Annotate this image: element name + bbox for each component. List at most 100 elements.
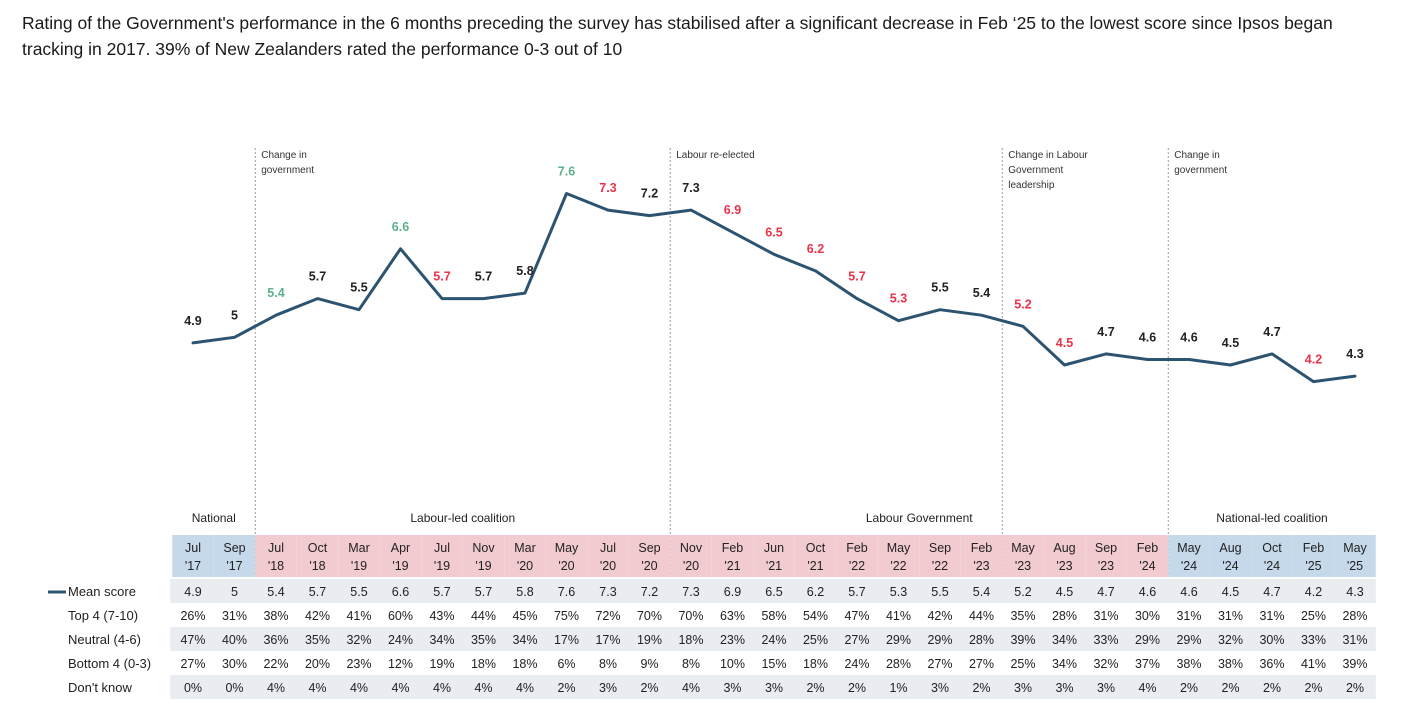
table-cell: 8%: [599, 657, 617, 671]
point-label: 5.2: [1014, 297, 1031, 311]
table-cell: 4.9: [184, 585, 201, 599]
table-cell: 5.8: [516, 585, 533, 599]
header-cell-bg: [1292, 535, 1335, 577]
table-cell: 7.3: [682, 585, 699, 599]
header-year: '22: [849, 559, 865, 573]
table-cell: 24%: [761, 633, 786, 647]
header-cell-bg: [255, 535, 297, 577]
table-cell: 34%: [512, 633, 537, 647]
header-cell-bg: [172, 535, 214, 577]
header-year: '25: [1347, 559, 1363, 573]
government-band-label: National-led coalition: [1216, 511, 1327, 525]
table-row-bg: [170, 675, 1376, 699]
table-cell: 5.3: [890, 585, 907, 599]
table-cell: 3%: [1097, 681, 1115, 695]
table-cell: 24%: [844, 657, 869, 671]
header-month: May: [1011, 541, 1035, 555]
event-annotations: Change in government Labour re-elected Chan…: [261, 150, 1227, 191]
table-cell: 47%: [844, 609, 869, 623]
event-annotation: government: [1174, 165, 1227, 176]
table-cell: 5.5: [350, 585, 367, 599]
point-label: 5.7: [475, 270, 492, 284]
header-year: '24: [1139, 559, 1155, 573]
table-cell: 2%: [1263, 681, 1281, 695]
header-month: Apr: [391, 541, 410, 555]
table-cell: 12%: [388, 657, 413, 671]
table-cell: 72%: [595, 609, 620, 623]
table-cell: 28%: [1052, 609, 1077, 623]
header-month: May: [1177, 541, 1201, 555]
table-row-label: Top 4 (7-10): [68, 608, 138, 623]
table-cell: 31%: [222, 609, 247, 623]
table-cell: 24%: [388, 633, 413, 647]
header-month: Jun: [764, 541, 784, 555]
point-label: 6.9: [724, 203, 741, 217]
table-cell: 3%: [1055, 681, 1073, 695]
header-cell-bg: [753, 535, 795, 577]
table-row-bg: [170, 627, 1376, 651]
header-year: '20: [600, 559, 616, 573]
table-cell: 32%: [346, 633, 371, 647]
table-cell: 1%: [889, 681, 907, 695]
table-row-label: Don't know: [68, 680, 133, 695]
table-cell: 18%: [803, 657, 828, 671]
header-cell-bg: [1251, 535, 1293, 577]
point-label: 4.7: [1097, 325, 1114, 339]
table-cell: 5.7: [848, 585, 865, 599]
table-cell: 38%: [1176, 657, 1201, 671]
table-cell: 2%: [972, 681, 990, 695]
table-cell: 75%: [554, 609, 579, 623]
table-cell: 19%: [429, 657, 454, 671]
table-cell: 5.4: [973, 585, 990, 599]
table-cell: 2%: [1180, 681, 1198, 695]
header-year: '17: [185, 559, 201, 573]
table-cell: 33%: [1301, 633, 1326, 647]
table-cell: 29%: [1135, 633, 1160, 647]
table-cell: 70%: [637, 609, 662, 623]
government-bands: National Labour-led coalition Labour Gover…: [192, 511, 1328, 525]
header-year: '23: [1015, 559, 1031, 573]
header-cell-bg: [1168, 535, 1210, 577]
header-year: '24: [1181, 559, 1197, 573]
table-cell: 0%: [184, 681, 202, 695]
table-cell: 2%: [640, 681, 658, 695]
table-cell: 2%: [806, 681, 824, 695]
table-cell: 44%: [471, 609, 496, 623]
table-cell: 4.6: [1139, 585, 1156, 599]
table-cell: 34%: [1052, 633, 1077, 647]
table-cell: 2%: [557, 681, 575, 695]
table-row-bg: [170, 579, 1376, 603]
event-dividers: [254, 148, 1169, 577]
header-cell-bg: [545, 535, 588, 577]
header-month: Jul: [434, 541, 450, 555]
point-label: 6.2: [807, 242, 824, 256]
table-cell: 0%: [225, 681, 243, 695]
table-cell: 36%: [263, 633, 288, 647]
table-cell: 28%: [969, 633, 994, 647]
point-label: 5.4: [267, 286, 284, 300]
table-cell: 4%: [474, 681, 492, 695]
table-cell: 20%: [305, 657, 330, 671]
table-cell: 9%: [640, 657, 658, 671]
header-cell-bg: [504, 535, 546, 577]
mean-score-line: [191, 192, 1357, 384]
header-cell-bg: [1334, 535, 1376, 577]
header-cell-bg: [421, 535, 463, 577]
header-month: Jul: [185, 541, 201, 555]
header-year: '20: [558, 559, 574, 573]
header-month: Feb: [1137, 541, 1159, 555]
table-cell: 35%: [471, 633, 496, 647]
header-year: '20: [683, 559, 699, 573]
header-cell-bg: [1126, 535, 1169, 577]
header-year: '23: [1056, 559, 1072, 573]
header-cell-bg: [1043, 535, 1086, 577]
header-cell-bg: [794, 535, 837, 577]
header-cell-bg: [379, 535, 422, 577]
header-year: '21: [766, 559, 782, 573]
table-cell: 18%: [512, 657, 537, 671]
table-cell: 2%: [848, 681, 866, 695]
table-cell: 25%: [1010, 657, 1035, 671]
point-label: 5: [231, 308, 238, 322]
point-label: 7.3: [682, 181, 699, 195]
table-cell: 4%: [391, 681, 409, 695]
